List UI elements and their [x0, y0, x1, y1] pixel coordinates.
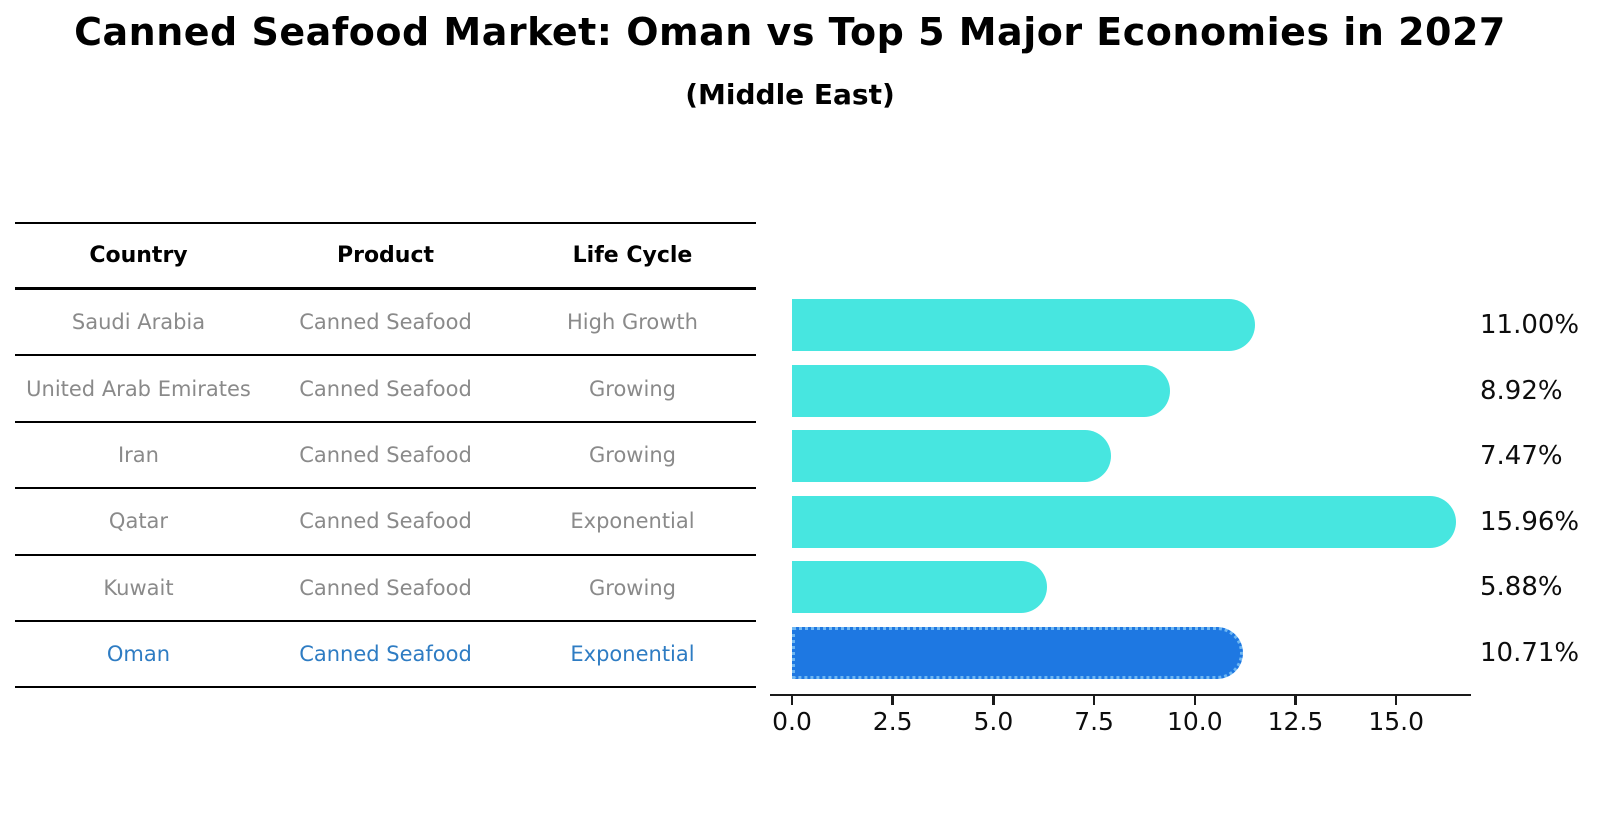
column-header-lifecycle: Life Cycle	[572, 243, 693, 268]
table-row: Qatar Canned Seafood Exponential	[15, 489, 756, 556]
bar-qatar	[792, 495, 1456, 548]
cell-country: Iran	[117, 442, 159, 467]
cell-product: Canned Seafood	[299, 310, 472, 335]
x-axis-tick	[1294, 694, 1297, 705]
x-axis-tick-label: 10.0	[1166, 707, 1223, 736]
chart-subtitle: (Middle East)	[685, 78, 895, 111]
table-row: Saudi Arabia Canned Seafood High Growth	[15, 290, 756, 357]
table-row: Iran Canned Seafood Growing	[15, 423, 756, 490]
cell-product: Canned Seafood	[299, 442, 472, 467]
x-axis-line	[770, 693, 1471, 696]
column-header-country: Country	[89, 243, 188, 268]
x-axis-tick-label: 0.0	[772, 707, 812, 736]
x-axis-tick-label: 2.5	[872, 707, 913, 736]
cell-product: Canned Seafood	[299, 376, 472, 401]
bar-value-label-saudi-arabia: 11.00%	[1480, 310, 1580, 340]
bar-value-label-oman: 10.71%	[1480, 637, 1580, 668]
cell-lifecycle: Growing	[589, 376, 676, 401]
cell-lifecycle: Growing	[589, 442, 676, 467]
cell-product: Canned Seafood	[299, 575, 472, 600]
x-axis-tick	[1193, 694, 1197, 705]
bar-value-label-qatar: 15.96%	[1480, 506, 1580, 537]
bar-iran	[792, 430, 1112, 482]
x-axis-tick	[1394, 694, 1398, 705]
x-axis-tick	[891, 694, 894, 705]
x-axis-tick	[1092, 694, 1096, 705]
x-axis-tick	[992, 694, 995, 705]
cell-product: Canned Seafood	[299, 509, 472, 534]
cell-product: Canned Seafood	[299, 642, 472, 667]
x-axis-tick-label: 5.0	[973, 707, 1014, 736]
x-axis-tick-label: 12.5	[1267, 707, 1324, 736]
bar-saudi-arabia	[792, 299, 1255, 351]
cell-country: Oman	[106, 642, 171, 667]
table-row: Oman Canned Seafood Exponential	[15, 622, 756, 689]
column-header-product: Product	[336, 243, 435, 268]
table-header-row: Country Product Life Cycle	[15, 224, 756, 290]
chart-title: Canned Seafood Market: Oman vs Top 5 Maj…	[74, 10, 1506, 54]
table-body: Saudi Arabia Canned Seafood High Growth …	[15, 290, 756, 689]
cell-country: Kuwait	[103, 575, 174, 600]
country-table: Country Product Life Cycle Saudi Arabia …	[15, 222, 756, 689]
bar-value-labels: 11.00% 8.92% 7.47% 15.96% 5.88% 10.71%	[1480, 299, 1604, 681]
bar-oman	[792, 626, 1243, 679]
cell-lifecycle: Growing	[589, 575, 676, 600]
x-axis-tick	[790, 694, 794, 705]
bar-united-arab-emirates	[792, 364, 1171, 417]
cell-country: United Arab Emirates	[26, 376, 251, 401]
cell-lifecycle: Exponential	[570, 642, 695, 667]
bar-kuwait	[792, 561, 1047, 613]
table-row: United Arab Emirates Canned Seafood Grow…	[15, 356, 756, 423]
cell-lifecycle: High Growth	[567, 310, 698, 335]
cell-lifecycle: Exponential	[570, 509, 695, 534]
cell-country: Saudi Arabia	[71, 310, 206, 335]
bar-value-label-kuwait: 5.88%	[1480, 572, 1563, 602]
bar-chart-plot-area	[792, 299, 1492, 681]
x-axis-tick-label: 15.0	[1368, 707, 1425, 736]
table-row: Kuwait Canned Seafood Growing	[15, 556, 756, 622]
x-axis-tick-label: 7.5	[1074, 707, 1114, 736]
bar-value-label-iran: 7.47%	[1480, 441, 1563, 471]
bar-value-label-united-arab-emirates: 8.92%	[1480, 375, 1563, 406]
cell-country: Qatar	[108, 509, 169, 534]
